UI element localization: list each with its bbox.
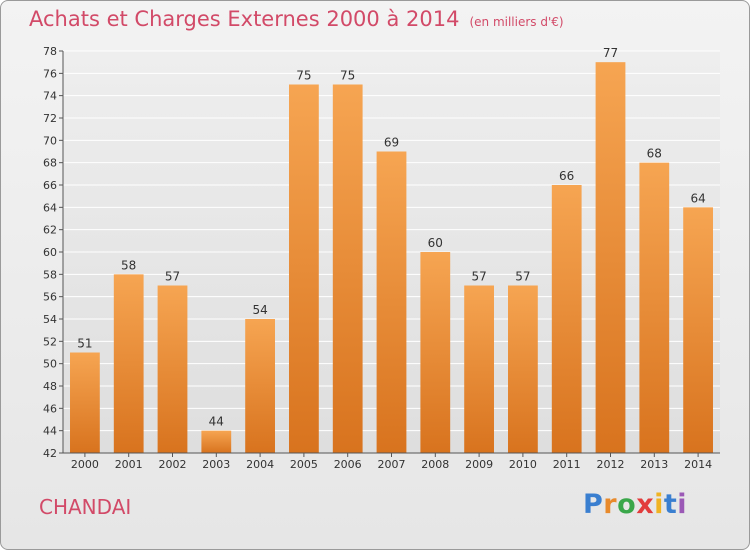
x-tick-label: 2002 [159, 458, 187, 471]
brand-logo-letter: x [636, 489, 655, 520]
bar [201, 430, 232, 453]
bar [332, 84, 363, 453]
y-tick-label: 52 [43, 335, 57, 348]
y-tick-label: 44 [43, 425, 57, 438]
x-tick-label: 2011 [553, 458, 581, 471]
axes: 42 44 46 48 50 52 54 56 58 60 62 64 66 68 70 72 74 76 78 20… [43, 45, 720, 471]
y-tick-label: 66 [43, 179, 57, 192]
bar [551, 185, 582, 453]
brand-logo: Proxiti [583, 489, 687, 520]
data-label: 57 [165, 270, 180, 284]
data-label: 44 [209, 415, 224, 429]
chart-title: Achats et Charges Externes 2000 à 2014 (e… [29, 7, 564, 31]
y-tick-label: 76 [43, 67, 57, 80]
data-label: 57 [471, 270, 486, 284]
bar [464, 285, 494, 453]
y-tick-label: 58 [43, 268, 57, 281]
bar [508, 285, 538, 453]
x-tick-label: 2008 [421, 458, 449, 471]
data-label: 69 [384, 136, 399, 150]
chart-title-text: Achats et Charges Externes 2000 à 2014 [29, 7, 460, 31]
data-label: 75 [296, 69, 311, 83]
bar [289, 84, 319, 453]
y-tick-label: 72 [43, 112, 57, 125]
data-label: 51 [77, 337, 92, 351]
brand-logo-letter: i [677, 489, 688, 520]
x-tick-label: 2012 [597, 458, 625, 471]
data-label: 77 [603, 46, 618, 60]
x-tick-label: 2006 [334, 458, 362, 471]
bar [157, 285, 188, 453]
data-label: 68 [647, 147, 662, 161]
x-tick-label: 2007 [378, 458, 406, 471]
chart-subtitle: (en milliers d'€) [469, 15, 564, 29]
bar [683, 207, 713, 453]
x-tick-label: 2003 [202, 458, 230, 471]
brand-logo-letter: i [654, 489, 664, 520]
y-tick-label: 42 [43, 447, 57, 460]
y-tick-label: 78 [43, 45, 57, 58]
city-name: CHANDAI [39, 495, 132, 519]
y-tick-label: 50 [43, 358, 57, 371]
bar [376, 151, 407, 453]
x-tick-label: 2014 [684, 458, 712, 471]
data-label: 75 [340, 69, 355, 83]
y-tick-label: 54 [43, 313, 57, 326]
bars: 51 58 57 44 54 75 75 69 60 57 57 66 77 68 64 [70, 46, 713, 454]
data-label: 60 [428, 236, 443, 250]
data-label: 57 [515, 270, 530, 284]
brand-logo-letter: r [603, 489, 618, 520]
bar [595, 62, 626, 454]
bar [113, 274, 144, 453]
y-tick-label: 60 [43, 246, 57, 259]
brand-logo-letter: P [583, 489, 604, 520]
data-label: 58 [121, 258, 136, 272]
x-tick-label: 2009 [465, 458, 493, 471]
y-tick-label: 64 [43, 201, 57, 214]
y-tick-label: 48 [43, 380, 57, 393]
bar [420, 252, 451, 453]
bar [70, 352, 100, 453]
brand-logo-letter: o [617, 489, 637, 520]
x-tick-label: 2001 [115, 458, 143, 471]
y-tick-label: 46 [43, 402, 57, 415]
y-tick-label: 74 [43, 90, 57, 103]
data-label: 66 [559, 169, 574, 183]
bar [245, 319, 275, 453]
x-tick-label: 2004 [246, 458, 274, 471]
x-tick-label: 2000 [71, 458, 99, 471]
data-label: 54 [252, 303, 267, 317]
x-tick-label: 2005 [290, 458, 318, 471]
y-tick-label: 70 [43, 134, 57, 147]
y-tick-label: 62 [43, 224, 57, 237]
x-tick-label: 2010 [509, 458, 537, 471]
y-tick-label: 56 [43, 291, 57, 304]
brand-logo-letter: t [663, 489, 678, 520]
bar [639, 162, 670, 453]
data-label: 64 [690, 191, 705, 205]
x-tick-label: 2013 [640, 458, 668, 471]
y-tick-label: 68 [43, 157, 57, 170]
